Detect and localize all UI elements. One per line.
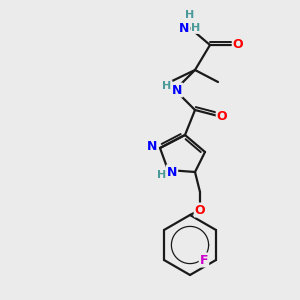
Text: H: H [185, 10, 195, 20]
Text: N: N [167, 166, 177, 178]
Text: O: O [217, 110, 227, 124]
Text: N: N [179, 22, 189, 34]
Text: N: N [147, 140, 157, 152]
Text: H: H [191, 23, 201, 33]
Text: F: F [200, 254, 208, 266]
Text: H: H [162, 81, 172, 91]
Text: H: H [158, 170, 166, 180]
Text: N: N [172, 83, 182, 97]
Text: O: O [233, 38, 243, 52]
Text: O: O [195, 203, 205, 217]
